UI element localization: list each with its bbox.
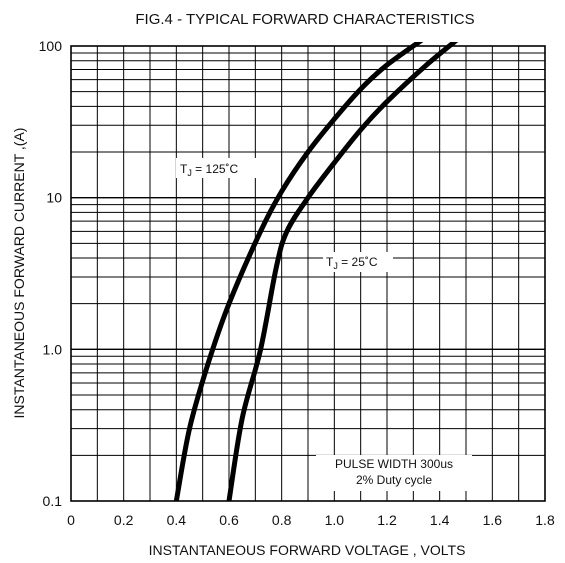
- x-tick-label: 0.6: [219, 512, 239, 528]
- x-tick-label: 0: [67, 512, 75, 528]
- x-tick-label: 1.0: [325, 512, 345, 528]
- x-tick-label: 0.4: [167, 512, 187, 528]
- x-tick-label: 1.8: [535, 512, 555, 528]
- chart-title: FIG.4 - TYPICAL FORWARD CHARACTERISTICS: [135, 11, 474, 28]
- svg-text:TJ = 25˚C: TJ = 25˚C: [326, 255, 378, 271]
- x-tick-labels: 0 0.2 0.4 0.6 0.8 1.0 1.2 1.4 1.6 1.8: [67, 512, 555, 528]
- grid: [71, 46, 545, 501]
- pulse-annotation-line1: PULSE WIDTH 300us: [335, 457, 453, 471]
- x-tick-label: 0.2: [114, 512, 134, 528]
- series-line-tj-25c: [226, 42, 459, 501]
- series-label-125: TJ = 125˚C: [176, 158, 270, 178]
- y-tick-label: 10: [46, 190, 62, 206]
- y-axis-label: INSTANTANEOUS FORWARD CURRENT ,(A): [11, 128, 27, 419]
- series-label-25-main: T: [326, 255, 334, 269]
- x-tick-label: 1.6: [483, 512, 503, 528]
- y-tick-label: 0.1: [43, 493, 63, 509]
- x-tick-label: 0.8: [272, 512, 292, 528]
- pulse-annotation: PULSE WIDTH 300us 2% Duty cycle: [316, 455, 472, 491]
- x-tick-label: 1.4: [430, 512, 450, 528]
- pulse-annotation-line2: 2% Duty cycle: [356, 473, 432, 487]
- series-label-25-sub: J: [333, 261, 338, 271]
- series-layer: [173, 42, 459, 501]
- x-tick-label: 1.2: [377, 512, 397, 528]
- x-axis-label: INSTANTANEOUS FORWARD VOLTAGE , VOLTS: [149, 542, 466, 558]
- series-line-tj-125c: [173, 42, 424, 501]
- series-label-25-rest: = 25˚C: [338, 255, 378, 269]
- svg-text:TJ = 125˚C: TJ = 125˚C: [180, 162, 239, 178]
- series-label-25: TJ = 25˚C: [323, 252, 393, 272]
- series-label-125-rest: = 125˚C: [192, 162, 239, 176]
- plot-frame: [70, 45, 546, 502]
- series-label-125-sub: J: [187, 168, 192, 178]
- series-label-125-main: T: [180, 162, 188, 176]
- y-tick-label: 1.0: [43, 341, 63, 357]
- y-tick-labels: 0.1 1.0 10 100: [39, 38, 63, 509]
- y-tick-label: 100: [39, 38, 63, 54]
